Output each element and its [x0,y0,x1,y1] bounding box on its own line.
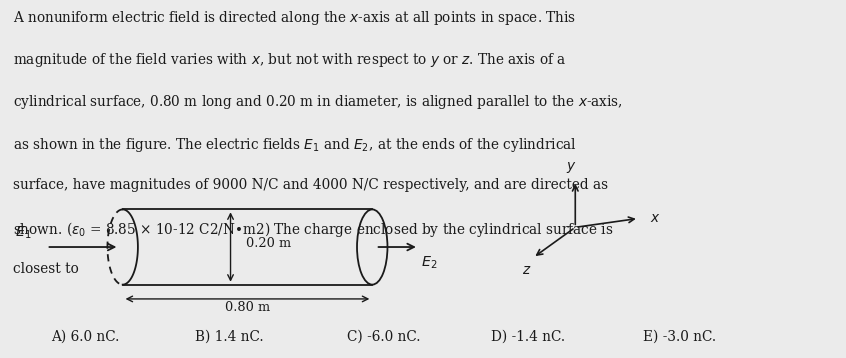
Text: B) 1.4 nC.: B) 1.4 nC. [195,330,263,344]
Text: $x$: $x$ [650,211,660,226]
Text: C) -6.0 nC.: C) -6.0 nC. [347,330,420,344]
Text: 0.20 m: 0.20 m [245,237,291,250]
Text: A nonuniform electric field is directed along the $x$-axis at all points in spac: A nonuniform electric field is directed … [13,9,576,27]
Text: $y$: $y$ [566,160,576,175]
Text: surface, have magnitudes of 9000 N/C and 4000 N/C respectively, and are directed: surface, have magnitudes of 9000 N/C and… [13,178,607,192]
Text: $E_1$: $E_1$ [15,224,32,241]
Text: magnitude of the field varies with $x$, but not with respect to $y$ or $z$. The : magnitude of the field varies with $x$, … [13,51,566,69]
Text: $E_2$: $E_2$ [420,255,437,271]
Text: shown. ($\varepsilon_0$ = 8.85 × 10-12 C2/N•m2) The charge enclosed by the cylin: shown. ($\varepsilon_0$ = 8.85 × 10-12 C… [13,220,613,239]
Text: closest to: closest to [13,262,79,276]
Text: E) -3.0 nC.: E) -3.0 nC. [643,330,716,344]
Text: as shown in the figure. The electric fields $E_1$ and $E_2$, at the ends of the : as shown in the figure. The electric fie… [13,136,577,154]
Text: D) -1.4 nC.: D) -1.4 nC. [491,330,565,344]
Text: $z$: $z$ [522,263,532,277]
Text: cylindrical surface, 0.80 m long and 0.20 m in diameter, is aligned parallel to : cylindrical surface, 0.80 m long and 0.2… [13,93,623,111]
Text: A) 6.0 nC.: A) 6.0 nC. [51,330,119,344]
Text: 0.80 m: 0.80 m [225,301,270,314]
